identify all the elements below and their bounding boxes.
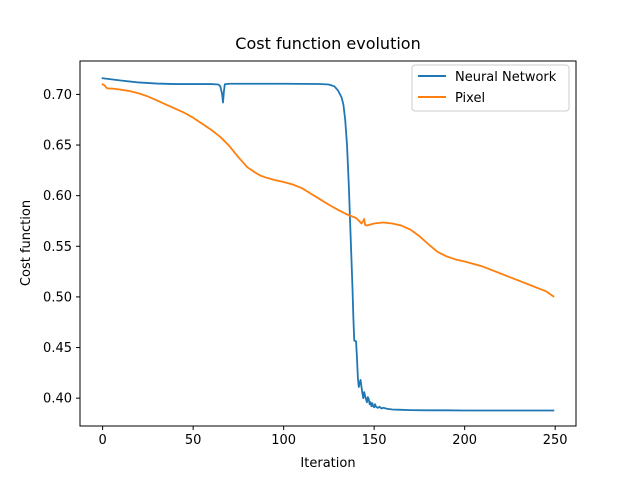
chart-title: Cost function evolution: [235, 34, 420, 53]
series-layer: [101, 77, 555, 412]
x-tick-label: 200: [452, 433, 477, 448]
legend-box: [411, 64, 570, 112]
series-line-pixel: [101, 83, 555, 298]
y-tick-label: 0.40: [43, 392, 72, 407]
x-tick-label: 50: [185, 433, 202, 448]
y-tick-label: 0.60: [43, 189, 72, 204]
x-axis-label: Iteration: [300, 456, 355, 471]
y-tick-label: 0.55: [43, 240, 72, 255]
x-tick-label: 250: [543, 433, 568, 448]
y-axis-label: Cost function: [19, 200, 34, 286]
y-tick-label: 0.65: [43, 139, 72, 154]
x-tick-label: 100: [271, 433, 296, 448]
plot-frame: [79, 60, 577, 427]
y-tick-label: 0.50: [43, 290, 72, 305]
x-tick-label: 0: [98, 433, 106, 448]
legend-label-neural-network: Neural Network: [455, 70, 557, 85]
legend: Neural Network Pixel: [411, 64, 570, 112]
y-tick-label: 0.45: [43, 341, 72, 356]
legend-label-pixel: Pixel: [455, 91, 485, 106]
x-axis: 0 50 100 150 200 250: [98, 426, 568, 448]
y-tick-label: 0.70: [43, 88, 72, 103]
y-axis: 0.40 0.45 0.50 0.55 0.60 0.65 0.70: [43, 88, 80, 407]
x-tick-label: 150: [362, 433, 387, 448]
series-line-neural-network: [101, 77, 555, 412]
plot-area: [79, 60, 577, 427]
